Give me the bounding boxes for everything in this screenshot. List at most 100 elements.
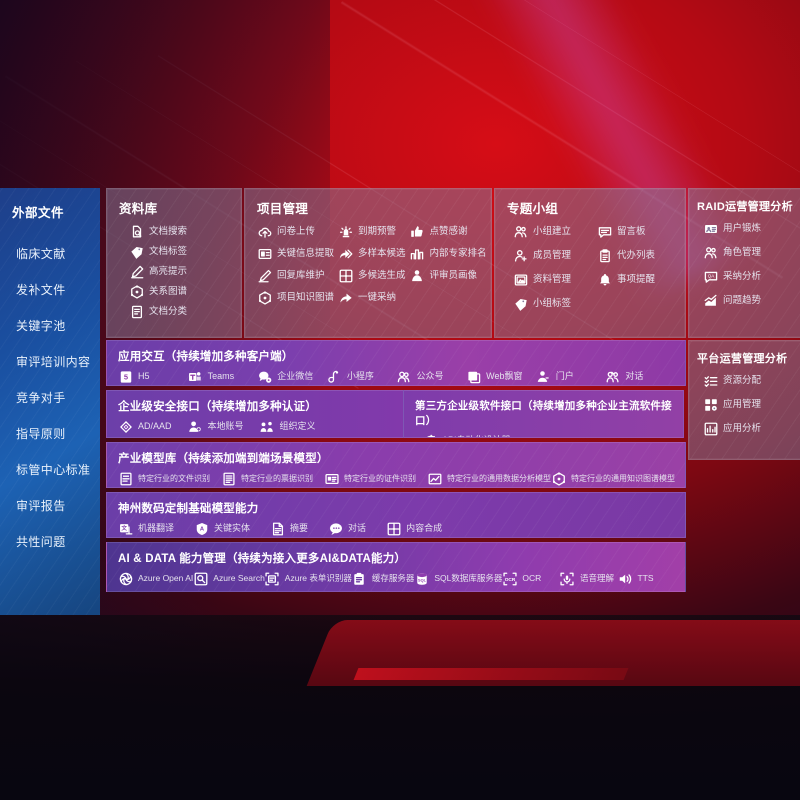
split-grid-icon xyxy=(338,268,353,283)
item-label: 留言板 xyxy=(617,225,646,237)
item-internal-expert-ranking[interactable]: 内部专家排名 xyxy=(410,246,487,261)
sidebar-item-supplement-files[interactable]: 发补文件 xyxy=(16,282,66,297)
item-group-tag[interactable]: 小组标签 xyxy=(513,296,593,311)
sidebar-item-competitors[interactable]: 竞争对手 xyxy=(16,390,66,405)
item-label: 本地账号 xyxy=(207,421,244,431)
bar-title-industry-model-library: 产业模型库（持续添加端到端场景模型） xyxy=(118,453,329,465)
item-sql-database-server[interactable]: SQL SQL数据库服务器 xyxy=(414,571,502,586)
item-role-management[interactable]: 角色管理 xyxy=(703,245,793,260)
item-api-designer[interactable]: API自动化设计器 xyxy=(422,433,511,437)
sidebar-item-clinical-literature[interactable]: 临床文献 xyxy=(16,246,66,261)
item-message-board[interactable]: 留言板 xyxy=(597,224,677,239)
item-knowledge-graph-model[interactable]: 特定行业的通用知识图谱模型 xyxy=(551,471,675,486)
item-group-create[interactable]: 小组建立 xyxy=(513,224,593,239)
item-dialog[interactable]: 对话 xyxy=(605,369,675,384)
item-label: 文档标签 xyxy=(149,245,188,257)
sidebar-item-guidelines[interactable]: 指导原则 xyxy=(16,426,66,441)
item-project-knowledge-graph[interactable]: 项目知识图谱 xyxy=(257,290,334,305)
item-event-reminder[interactable]: 事项提醒 xyxy=(597,272,677,287)
item-label: 角色管理 xyxy=(723,246,762,258)
bar-items-industry-model-library: 特定行业的文件识别 特定行业的票据识别 特定行业的证件识别 特定行业的通用数据分… xyxy=(107,466,685,487)
bar-chart-icon xyxy=(410,246,425,261)
item-label: 企业微信 xyxy=(277,371,314,381)
item-multi-sample-candidate[interactable]: 多样本候选 xyxy=(338,246,406,261)
item-portal[interactable]: 门户 xyxy=(536,369,606,384)
row-security-thirdparty: 企业级安全接口（持续增加多种认证） AD/AAD 本地账号 组织定义 xyxy=(106,390,684,438)
item-label: Teams xyxy=(207,371,235,381)
item-ocr[interactable]: OCR OCR xyxy=(502,571,560,586)
item-application-analysis[interactable]: 应用分析 xyxy=(703,421,793,436)
sidebar-item-review-report[interactable]: 审评报告 xyxy=(16,498,66,513)
panel-special-group: 专题小组 小组建立 留言板 成员管理 代办列表 xyxy=(494,188,686,338)
item-summary[interactable]: 摘要 xyxy=(270,521,308,536)
item-idcard-recognition[interactable]: 特定行业的证件识别 xyxy=(324,471,427,486)
item-reply-library-maintain[interactable]: 回复库维护 xyxy=(257,268,334,283)
item-adoption-analysis[interactable]: QA 采纳分析 xyxy=(703,269,793,284)
bar-hatch-pattern xyxy=(107,443,685,487)
panel-grid-data-library: 文档搜索 文档标签 高亮提示 关系图谱 文档分类 xyxy=(107,217,241,325)
item-teams[interactable]: Teams xyxy=(188,369,258,384)
item-label: Web飘窗 xyxy=(486,371,523,381)
item-document-tag[interactable]: 文档标签 xyxy=(129,244,233,259)
translate-icon: 文 xyxy=(118,521,133,536)
item-azure-open-ai[interactable]: Azure Open AI xyxy=(118,571,193,586)
item-like-thanks[interactable]: 点赞感谢 xyxy=(410,224,487,239)
item-azure-form-recognizer[interactable]: Azure 表单识别器 xyxy=(265,571,352,586)
arrow-back-double-icon xyxy=(338,246,353,261)
item-document-classify[interactable]: 文档分类 xyxy=(129,304,233,319)
item-issue-trend[interactable]: 问题趋势 xyxy=(703,293,793,308)
item-multi-candidate-generate[interactable]: 多候选生成 xyxy=(338,268,406,283)
bar-ai-data-capability: AI & DATA 能力管理（持续为接入更多AI&DATA能力） Azure O… xyxy=(106,542,686,592)
item-label: 关系图谱 xyxy=(149,285,188,297)
bar-title-enterprise-security: 企业级安全接口（持续增加多种认证） xyxy=(118,401,317,413)
tts-icon xyxy=(617,571,632,586)
item-local-account[interactable]: 本地账号 xyxy=(188,419,244,434)
item-label: 评审员画像 xyxy=(429,269,478,281)
item-key-info-extract[interactable]: 关键信息提取 xyxy=(257,246,334,261)
sidebar-title: 外部文件 xyxy=(12,206,65,220)
item-label: 事项提醒 xyxy=(617,273,656,285)
item-document-search[interactable]: 文档搜索 xyxy=(129,224,233,239)
item-application-management[interactable]: 应用管理 xyxy=(703,397,793,412)
item-web-popup[interactable]: Web飘窗 xyxy=(466,369,536,384)
item-highlight-hint[interactable]: 高亮提示 xyxy=(129,264,233,279)
item-speech-understanding[interactable]: 语音理解 xyxy=(560,571,618,586)
item-member-management[interactable]: 成员管理 xyxy=(513,248,593,263)
sidebar-item-standards-center[interactable]: 标管中心标准 xyxy=(16,462,91,477)
item-h5[interactable]: 5 H5 xyxy=(118,369,188,384)
item-relation-graph[interactable]: 关系图谱 xyxy=(129,284,233,299)
bar-hatch-pattern xyxy=(107,543,685,591)
item-data-analysis-model[interactable]: 特定行业的通用数据分析模型 xyxy=(427,471,551,486)
item-one-click-adopt[interactable]: 一键采纳 xyxy=(338,290,406,305)
form-recognizer-icon xyxy=(265,571,280,586)
item-cache-server[interactable]: 缓存服务器 xyxy=(352,571,414,586)
item-label: 内容合成 xyxy=(406,523,443,533)
sidebar-item-keyword-pool[interactable]: 关键字池 xyxy=(16,318,66,333)
knowledge-graph-icon xyxy=(551,471,566,486)
item-label: 门户 xyxy=(555,371,574,381)
item-user-training[interactable]: 用户锻炼 xyxy=(703,221,793,236)
item-key-entity[interactable]: A 关键实体 xyxy=(194,521,250,536)
item-label: AD/AAD xyxy=(138,421,172,431)
item-reviewer-portrait[interactable]: 评审员画像 xyxy=(410,268,487,283)
item-material-management[interactable]: 资料管理 xyxy=(513,272,593,287)
item-file-recognition[interactable]: 特定行业的文件识别 xyxy=(118,471,221,486)
item-questionnaire-upload[interactable]: 问卷上传 xyxy=(257,224,334,239)
item-miniprogram[interactable]: 小程序 xyxy=(327,369,397,384)
item-expiry-alert[interactable]: 到期预警 xyxy=(338,224,406,239)
item-organization-define[interactable]: 组织定义 xyxy=(260,419,316,434)
item-receipt-recognition[interactable]: 特定行业的票据识别 xyxy=(221,471,324,486)
item-todo-list[interactable]: 代办列表 xyxy=(597,248,677,263)
item-content-synthesis[interactable]: 内容合成 xyxy=(386,521,442,536)
sidebar-item-common-issues[interactable]: 共性问题 xyxy=(16,534,66,549)
analysis-box-icon xyxy=(703,421,718,436)
item-resource-allocation[interactable]: 资源分配 xyxy=(703,373,793,388)
item-ad-aad[interactable]: AD/AAD xyxy=(118,419,172,434)
item-official-account[interactable]: 公众号 xyxy=(397,369,467,384)
item-wecom[interactable]: 企业微信 xyxy=(257,369,327,384)
item-machine-translation[interactable]: 文 机器翻译 xyxy=(118,521,174,536)
item-azure-search[interactable]: Azure Search xyxy=(193,571,265,586)
item-tts[interactable]: TTS xyxy=(617,571,675,586)
item-chat[interactable]: 对话 xyxy=(328,521,366,536)
sidebar-item-review-training[interactable]: 审评培训内容 xyxy=(16,354,91,369)
